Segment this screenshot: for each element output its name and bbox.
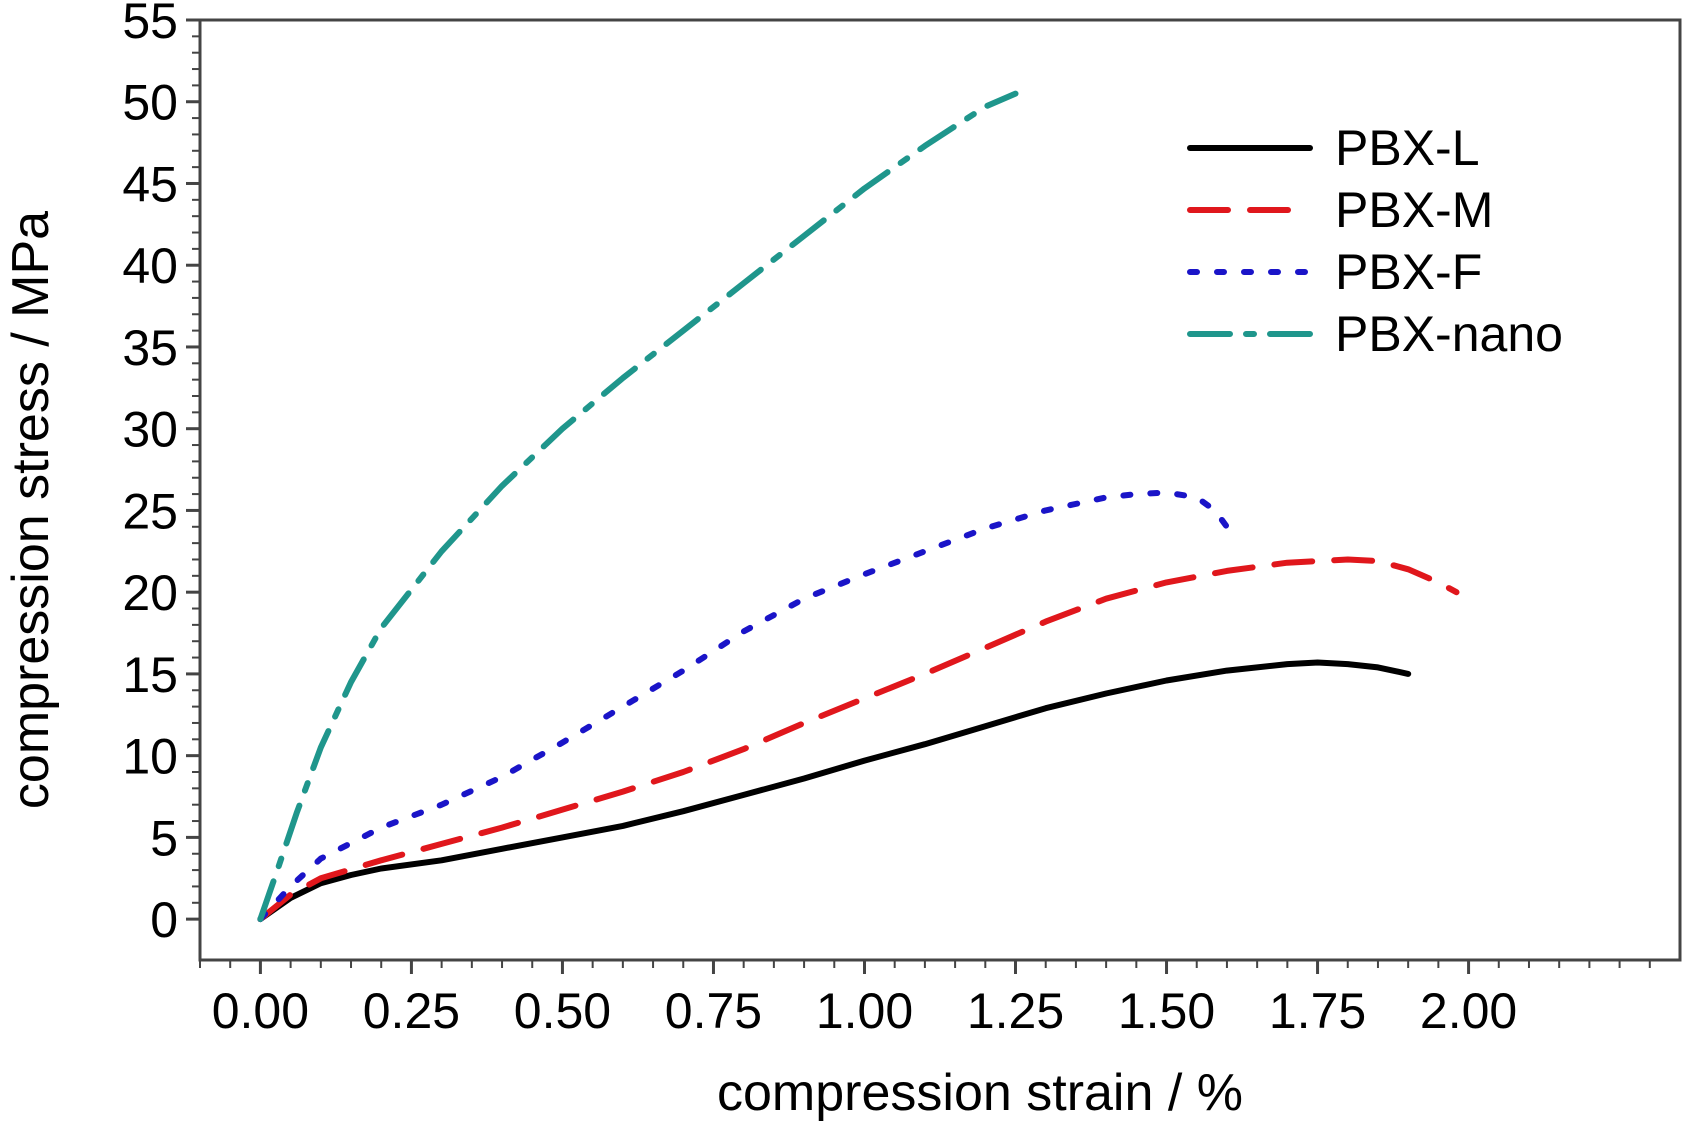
y-axis-title: compression stress / MPa [2, 211, 60, 809]
legend-label: PBX-M [1335, 182, 1493, 238]
plot-frame [198, 18, 1682, 962]
x-tick-label: 1.25 [967, 983, 1064, 1039]
legend: PBX-L PBX-M PBX-F PBX-nano [1187, 120, 1563, 362]
legend-label: PBX-F [1335, 244, 1482, 300]
x-tick-label: 0.75 [665, 983, 762, 1039]
x-tick-label: 1.75 [1269, 983, 1366, 1039]
x-tick-label: 1.00 [816, 983, 913, 1039]
x-axis-ticks: 0.00 0.25 0.50 0.75 1.00 1.25 1.50 1.75 2.00 [199, 960, 1651, 1039]
x-axis-title: compression strain / % [717, 1064, 1243, 1122]
y-tick-label: 50 [122, 75, 178, 131]
y-tick-label: 20 [122, 565, 178, 621]
y-tick-label: 30 [122, 402, 178, 458]
x-tick-label: 1.50 [1118, 983, 1215, 1039]
y-tick-label: 35 [122, 320, 178, 376]
legend-label: PBX-nano [1335, 306, 1563, 362]
y-axis-ticks: 0 5 10 15 20 25 30 35 40 45 50 55 [122, 0, 200, 948]
x-tick-label: 0.00 [212, 983, 309, 1039]
legend-label: PBX-L [1335, 120, 1480, 176]
x-tick-label: 2.00 [1420, 983, 1517, 1039]
series-layer [257, 90, 1460, 923]
plot-area-border [198, 18, 1682, 962]
series-line-pbx-nano [257, 90, 1019, 923]
y-tick-label: 40 [122, 238, 178, 294]
y-tick-label: 0 [150, 892, 178, 948]
y-tick-label: 10 [122, 729, 178, 785]
x-tick-label: 0.50 [514, 983, 611, 1039]
y-tick-label: 45 [122, 156, 178, 212]
y-tick-label: 5 [150, 810, 178, 866]
y-tick-label: 15 [122, 647, 178, 703]
y-tick-label: 55 [122, 0, 178, 49]
y-tick-label: 25 [122, 483, 178, 539]
series-line-pbx-l [257, 659, 1412, 923]
x-tick-label: 0.25 [363, 983, 460, 1039]
series-line-pbx-m [257, 556, 1460, 923]
series-line-pbx-f [257, 489, 1230, 923]
